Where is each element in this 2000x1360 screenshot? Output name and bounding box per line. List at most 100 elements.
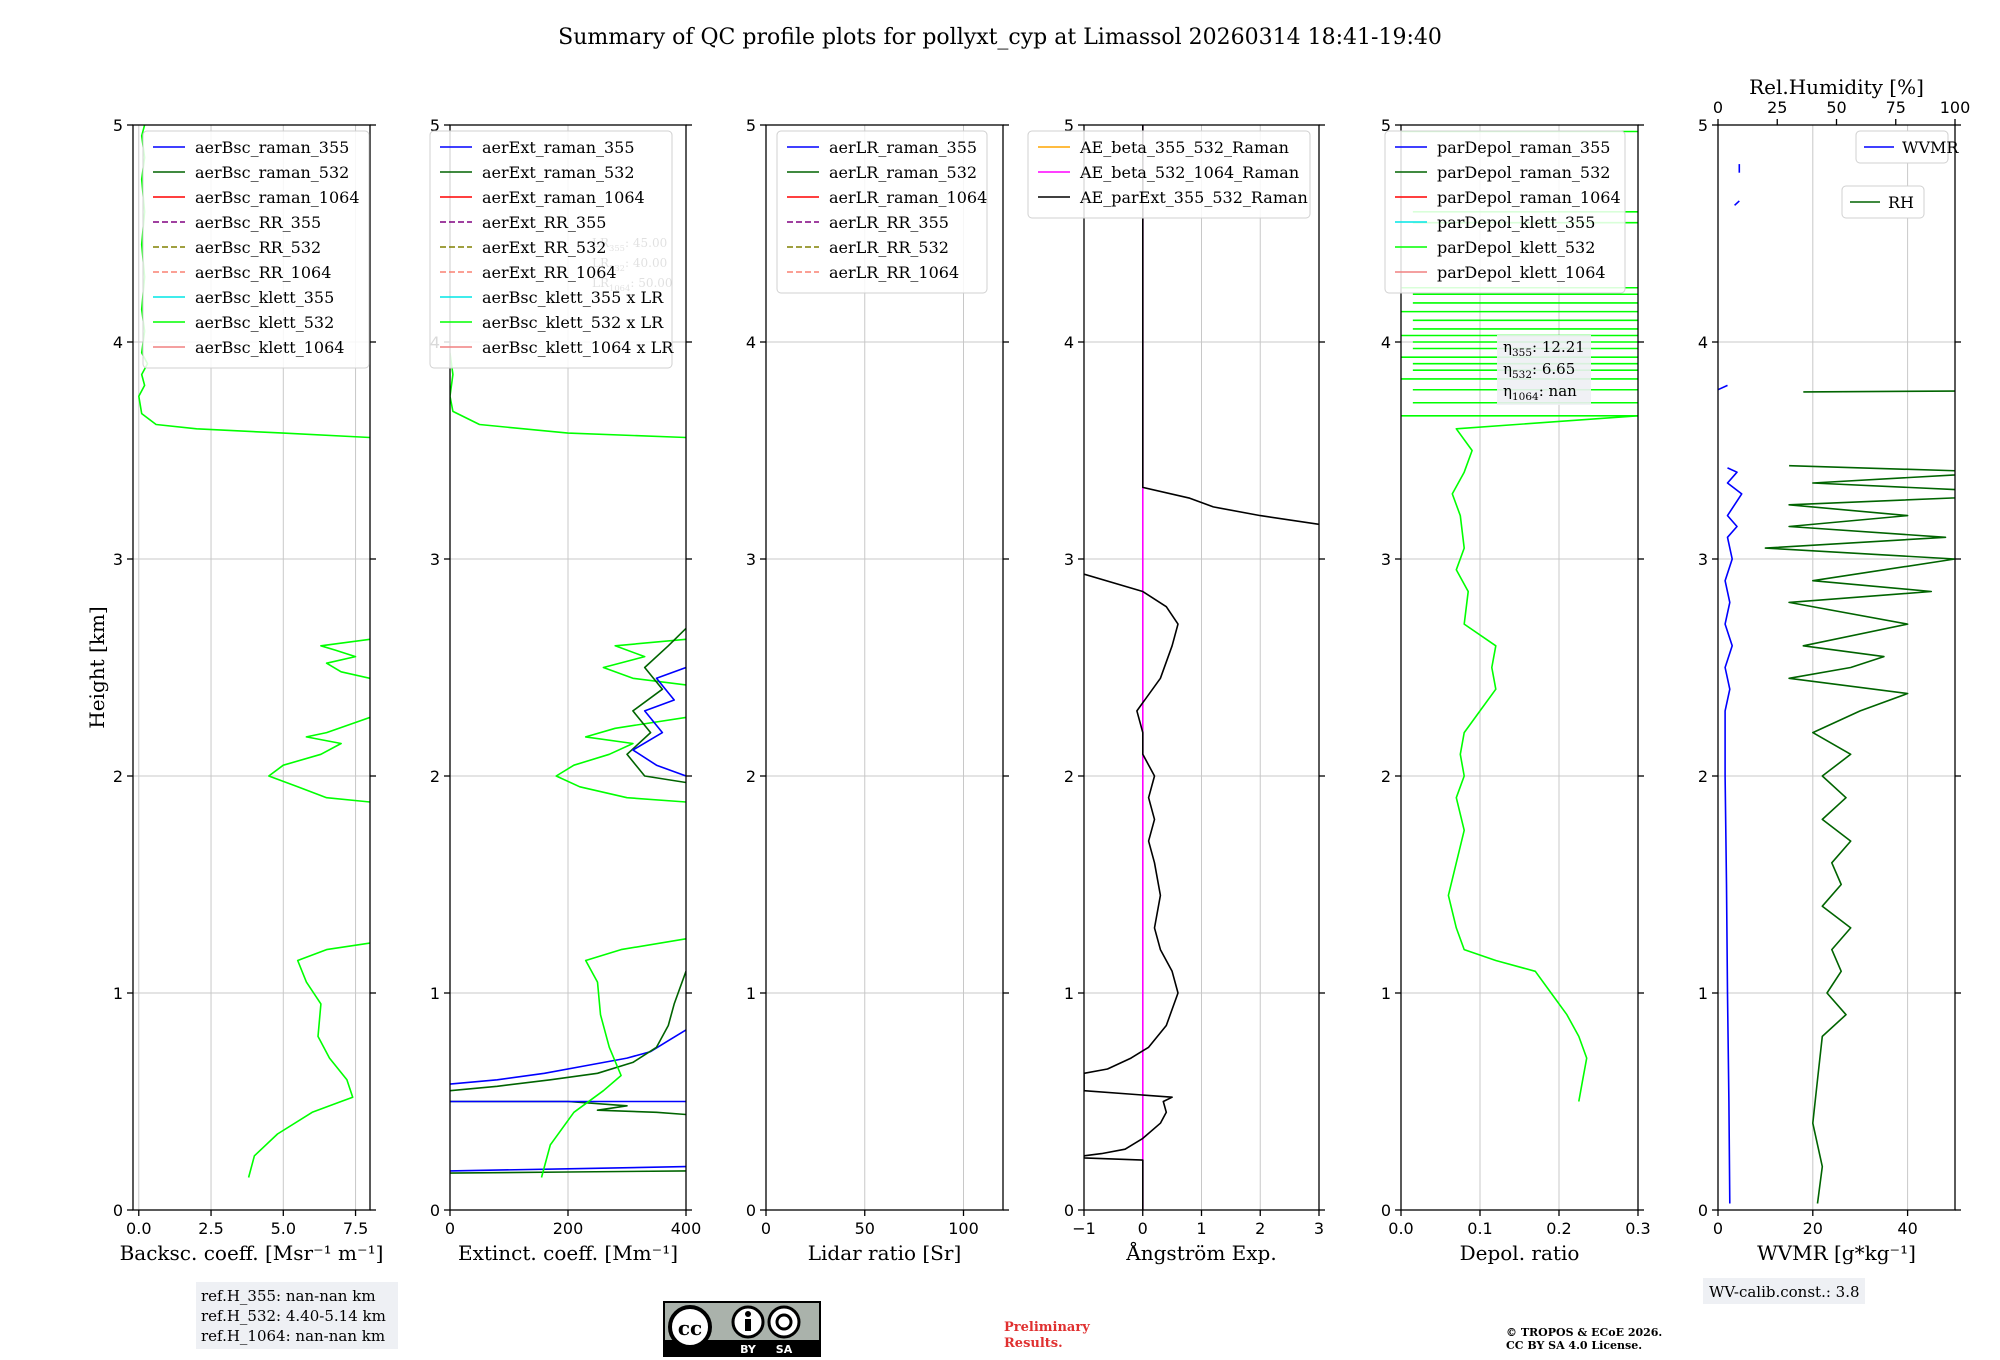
y-axis-label: Height [km] — [85, 606, 109, 728]
legend-label: parDepol_klett_1064 — [1437, 263, 1606, 282]
y-tick-label: 3 — [430, 550, 440, 569]
x-tick-label: 20 — [1803, 1219, 1823, 1238]
series-line-aerBsc_klett_532 — [247, 942, 370, 1178]
legend-label: WVMR — [1902, 138, 1959, 157]
legend-label: aerExt_RR_355 — [482, 213, 606, 232]
legend-label: aerLR_raman_532 — [829, 163, 977, 182]
axes-frame — [1400, 124, 1639, 1211]
legend-label: AE_beta_355_532_Raman — [1079, 138, 1289, 157]
lr-note: LR1064: 50.00 — [592, 276, 673, 293]
x-tick-label: 200 — [553, 1219, 584, 1238]
panel-wv: 0 20 40 0 1 2 3 4 5 WVMR [g*kg⁻¹] 0 25 50 75 100 Rel.Hu… — [1698, 75, 1971, 1265]
eta-notes-bg — [1497, 335, 1591, 405]
x-tick-label: 5.0 — [271, 1219, 296, 1238]
series-line-WVMR — [1724, 467, 1743, 1204]
legend-label: aerExt_RR_1064 — [482, 263, 617, 282]
y-tick-label: 0 — [113, 1201, 123, 1220]
legend-label: aerLR_RR_532 — [829, 238, 949, 257]
legend-label: RH — [1888, 193, 1914, 212]
series-line-WVMR-upper- — [1718, 384, 1728, 391]
series-line-aerExt_raman_355 — [450, 1029, 686, 1085]
y-tick-label: 4 — [113, 333, 123, 352]
series-line-aerExt_raman_532-low- — [450, 1170, 686, 1174]
legend-label: aerLR_raman_355 — [829, 138, 977, 157]
legend: parDepol_raman_355 parDepol_raman_532 parD… — [1384, 130, 1626, 294]
y-tick-label: 5 — [1064, 116, 1074, 135]
x-tick-label: 0.1 — [1467, 1219, 1492, 1238]
legend-label: aerBsc_RR_1064 — [195, 263, 331, 282]
y-tick-label: 3 — [1698, 550, 1708, 569]
legend-frame — [1384, 130, 1626, 294]
y-tick-label: 1 — [746, 984, 756, 1003]
legend-frame — [1027, 130, 1311, 219]
legend: AE_beta_355_532_Raman AE_beta_532_1064_Ra… — [1027, 130, 1311, 219]
top-x-tick-label: 25 — [1767, 98, 1787, 117]
axes-frame — [132, 124, 371, 1211]
series-line-aerBsc_klett_532-x-LR — [540, 938, 686, 1178]
legend-frame — [429, 130, 673, 369]
preliminary-line-1: Preliminary — [1004, 1320, 1090, 1335]
legend-label: aerBsc_klett_355 — [195, 288, 334, 307]
legend-label: aerBsc_klett_1064 — [195, 338, 344, 357]
panel-lr: 0 50 100 0 1 2 3 4 5 Lidar ratio [Sr] aerLR_raman_… — [746, 116, 1009, 1265]
legend-label: aerBsc_klett_532 — [195, 313, 334, 332]
x-tick-label: 100 — [948, 1219, 979, 1238]
series-line-aerBsc_klett_532-x-LR-2-5km- — [602, 638, 686, 686]
y-tick-label: 0 — [1698, 1201, 1708, 1220]
top-x-tick-label: 0 — [1713, 98, 1723, 117]
series-line-RH-3-78- — [1803, 390, 1955, 393]
series-line-aerBsc_klett_532-2-5-km- — [320, 638, 370, 680]
top-x-tick-label: 100 — [1940, 98, 1971, 117]
x-axis-label: WVMR [g*kg⁻¹] — [1757, 1241, 1916, 1265]
legend-wvmr: WVMR — [1855, 130, 1959, 164]
y-tick-label: 0 — [430, 1201, 440, 1220]
series-line-AE_parExt_355_532_Raman — [1084, 573, 1179, 1210]
legend-label: AE_parExt_355_532_Raman — [1079, 188, 1308, 207]
x-tick-label: 0 — [445, 1219, 455, 1238]
y-tick-label: 1 — [1698, 984, 1708, 1003]
y-tick-label: 5 — [1381, 116, 1391, 135]
series-line-aerExt_raman_532 — [450, 971, 686, 1092]
x-tick-label: 3 — [1314, 1219, 1324, 1238]
legend-label: AE_beta_532_1064_Raman — [1079, 163, 1299, 182]
by-person-icon — [745, 1311, 751, 1317]
preliminary-note: Preliminary Results. — [1004, 1320, 1090, 1351]
y-tick-label: 1 — [113, 984, 123, 1003]
x-tick-label: 1 — [1196, 1219, 1206, 1238]
x-tick-label: 2 — [1255, 1219, 1265, 1238]
legend-label: aerBsc_klett_532 x LR — [482, 313, 664, 332]
y-tick-label: 5 — [113, 116, 123, 135]
series-line-aerExt_raman_532-2km- — [626, 627, 686, 784]
legend-frame — [776, 130, 988, 294]
y-tick-label: 5 — [746, 116, 756, 135]
legend-frame — [142, 130, 370, 369]
series-group — [450, 352, 686, 1178]
top-x-tick-label: 50 — [1826, 98, 1846, 117]
eta-note: η355: 12.21 — [1503, 338, 1585, 359]
y-tick-label: 3 — [1064, 550, 1074, 569]
y-tick-label: 0 — [1381, 1201, 1391, 1220]
x-tick-label: 0.2 — [1546, 1219, 1571, 1238]
top-x-axis-label: Rel.Humidity [%] — [1749, 75, 1924, 99]
copyright-note: © TROPOS & ECoE 2026. CC BY SA 4.0 Licen… — [1506, 1326, 1662, 1352]
x-axis-label: Backsc. coeff. [Msr⁻¹ m⁻¹] — [120, 1241, 384, 1265]
panel-bsc: 0.0 2.5 5.0 7.5 0 1 2 3 4 5 Backsc. coeff. [Msr⁻¹ … — [85, 116, 383, 1265]
x-tick-label: 40 — [1897, 1219, 1917, 1238]
series-line-aerBsc_klett_532-2-km- — [268, 716, 370, 803]
y-tick-label: 2 — [1698, 767, 1708, 786]
legend-label: aerBsc_klett_355 x LR — [482, 288, 664, 307]
legend-label: parDepol_raman_532 — [1437, 163, 1610, 182]
y-tick-label: 3 — [113, 550, 123, 569]
legend-rh: RH — [1841, 185, 1925, 219]
x-tick-label: −1 — [1072, 1219, 1096, 1238]
legend-label: aerBsc_raman_532 — [195, 163, 349, 182]
series-line-aerExt_raman_355-low- — [450, 1165, 686, 1172]
y-tick-label: 1 — [430, 984, 440, 1003]
series-line-aerExt_raman_355-2km- — [632, 666, 686, 777]
ref-height-532: ref.H_532: 4.40-5.14 km — [201, 1307, 386, 1325]
eta-note: η532: 6.65 — [1503, 360, 1575, 381]
lr-note: LR532: 40.00 — [592, 256, 667, 273]
series-line-aerBsc_klett_532-x-LR-3-6km- — [450, 352, 686, 439]
x-tick-label: 0 — [1138, 1219, 1148, 1238]
